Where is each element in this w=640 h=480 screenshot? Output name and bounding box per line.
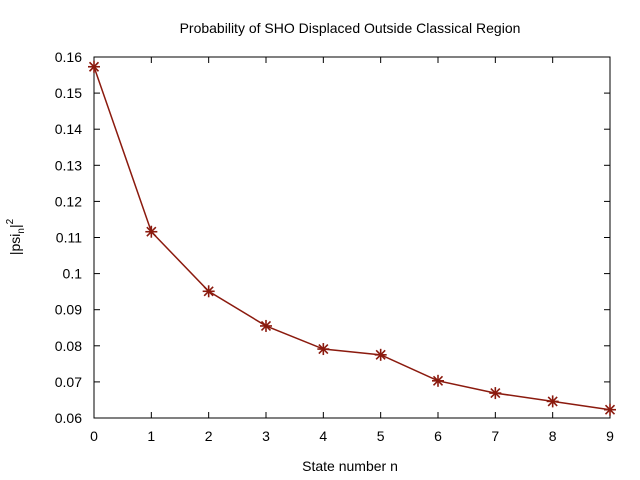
marker-stroke bbox=[318, 343, 329, 355]
y-tick-label: 0.15 bbox=[55, 85, 82, 101]
marker-stroke bbox=[432, 375, 444, 386]
data-point-marker bbox=[604, 403, 616, 416]
marker-stroke bbox=[490, 388, 501, 399]
y-tick-label: 0.13 bbox=[55, 157, 82, 173]
data-point-marker bbox=[432, 374, 444, 387]
y-tick-label: 0.11 bbox=[56, 230, 82, 246]
y-tick-label: 0.12 bbox=[55, 193, 82, 209]
data-point-marker bbox=[145, 225, 158, 238]
y-tick-label: 0.06 bbox=[55, 410, 82, 426]
data-point-marker bbox=[317, 343, 330, 356]
data-point-marker bbox=[489, 387, 502, 400]
x-tick-label: 0 bbox=[90, 428, 98, 444]
y-axis-label-subscript: n bbox=[16, 228, 27, 234]
y-axis-label-superscript: 2 bbox=[5, 218, 16, 224]
y-tick-label: 0.14 bbox=[55, 121, 82, 137]
x-tick-label: 2 bbox=[205, 428, 213, 444]
x-tick-label: 3 bbox=[262, 428, 270, 444]
y-tick-label: 0.07 bbox=[55, 374, 82, 390]
series-line bbox=[93, 66, 611, 411]
marker-stroke bbox=[260, 320, 272, 332]
data-point-marker bbox=[88, 60, 100, 73]
x-tick-label: 9 bbox=[606, 428, 614, 444]
marker-stroke bbox=[604, 404, 616, 415]
data-point-marker bbox=[546, 395, 559, 408]
x-tick-label: 6 bbox=[434, 428, 442, 444]
y-tick-label: 0.09 bbox=[55, 302, 82, 318]
y-axis-label-base: |psi bbox=[7, 234, 23, 256]
data-series bbox=[88, 60, 616, 416]
y-axis-label: |psin|2 bbox=[5, 218, 27, 255]
y-tick-label: 0.1 bbox=[63, 266, 83, 282]
marker-stroke bbox=[375, 349, 386, 360]
data-point-marker bbox=[260, 319, 272, 332]
y-axis-label-suffix: | bbox=[7, 224, 23, 228]
x-tick-label: 1 bbox=[147, 428, 155, 444]
y-tick-label: 0.08 bbox=[55, 338, 82, 354]
plot-frame bbox=[93, 56, 611, 419]
marker-stroke bbox=[547, 396, 558, 407]
y-tick-label: 0.16 bbox=[55, 49, 82, 65]
x-tick-label: 5 bbox=[377, 428, 385, 444]
x-tick-label: 8 bbox=[549, 428, 557, 444]
chart-title: Probability of SHO Displaced Outside Cla… bbox=[180, 20, 521, 36]
data-point-marker bbox=[202, 285, 215, 298]
x-axis-ticks: 0 1 2 3 4 5 6 7 8 9 bbox=[90, 57, 614, 444]
x-tick-label: 4 bbox=[319, 428, 327, 444]
x-tick-label: 7 bbox=[491, 428, 499, 444]
marker-stroke bbox=[146, 226, 157, 237]
x-axis-label: State number n bbox=[302, 458, 398, 474]
data-point-marker bbox=[374, 348, 387, 361]
marker-stroke bbox=[203, 286, 214, 297]
y-axis-ticks: 0.06 0.07 0.08 0.09 0.1 0.11 0.12 0.13 0.14 0.15 0… bbox=[55, 49, 610, 426]
marker-stroke bbox=[88, 61, 100, 72]
